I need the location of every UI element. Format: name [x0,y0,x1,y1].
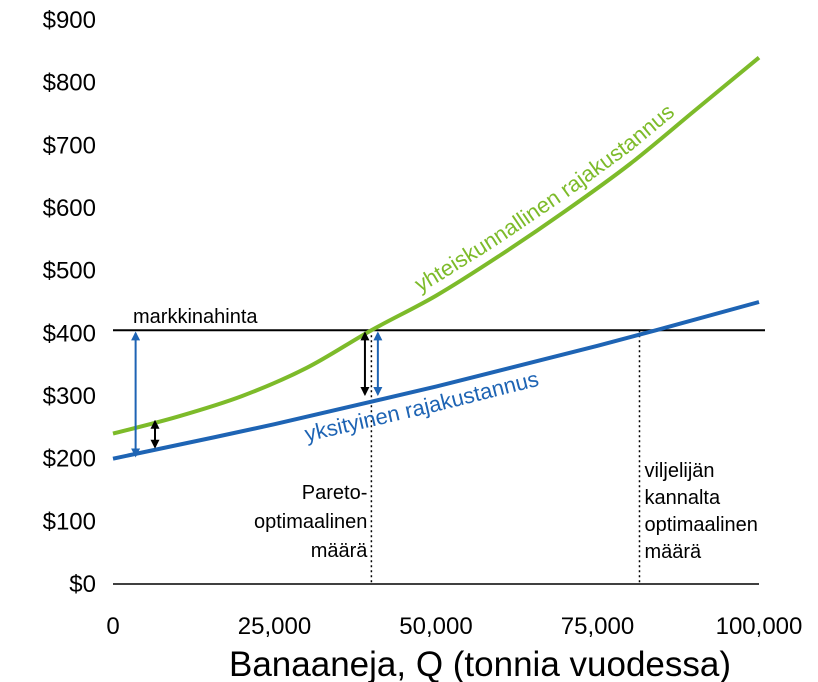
y-tick-label: $500 [43,258,96,285]
market-price-label: markkinahinta [133,306,258,328]
social-marginal-cost-line [112,56,761,436]
x-tick-label: 25,000 [238,613,311,640]
private-marginal-cost-line [112,300,760,461]
pareto-label-line: optimaalinen [254,511,367,533]
y-tick-label: $300 [43,383,96,410]
farmer-optimum-label: viljelijän kannalta optimaalinen määrä [644,460,757,563]
y-tick-label: $900 [43,7,96,34]
x-axis-ticks: 0 25,000 50,000 75,000 100,000 [106,613,802,640]
x-tick-label: 50,000 [399,613,472,640]
farmer-label-line: kannalta [644,487,720,509]
pareto-label-line: määrä [311,540,369,562]
pareto-optimum-label: Pareto-optimaalinen määrä [254,482,368,562]
social-marginal-cost-label: yhteiskunnallinen rajakustannus [410,99,678,297]
y-tick-label: $400 [43,320,96,347]
x-tick-label: 75,000 [561,613,634,640]
y-axis-ticks: $0 $100 $200 $300 $400 $500 $600 $700 $800 $900 [43,7,96,598]
y-tick-label: $200 [43,446,96,473]
private-marginal-cost-label: yksityinen rajakustannus [302,366,541,447]
y-tick-label: $800 [43,70,96,97]
difference-arrows [131,331,383,458]
farmer-label-line: optimaalinen [644,514,757,536]
y-tick-label: $0 [69,571,96,598]
y-tick-label: $600 [43,195,96,222]
farmer-label-line: viljelijän [644,460,714,482]
y-tick-label: $100 [43,508,96,535]
x-tick-label: 100,000 [716,613,803,640]
farmer-label-line: määrä [644,541,702,563]
y-tick-label: $700 [43,132,96,159]
x-axis-label: Banaaneja, Q (tonnia vuodessa) [229,645,731,682]
x-tick-label: 0 [106,613,119,640]
pareto-label-line: Pareto- [302,482,368,504]
